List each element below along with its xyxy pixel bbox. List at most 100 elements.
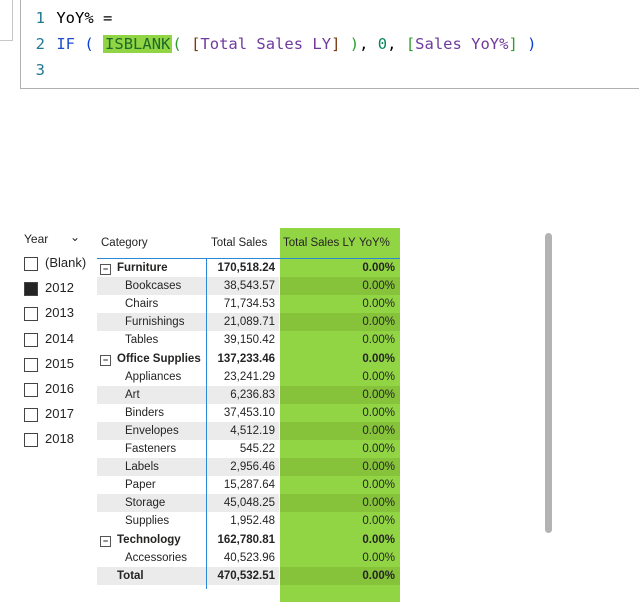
sales-ly-cell <box>280 421 400 440</box>
yoy-cell: 0.00% <box>362 533 395 546</box>
sales-ly-cell <box>280 277 400 296</box>
yoy-cell: 0.00% <box>362 262 395 274</box>
sales-ly-cell <box>280 530 400 549</box>
yoy-cell: 0.00% <box>362 515 395 528</box>
category-cell: Appliances <box>125 370 182 383</box>
checkbox[interactable] <box>24 257 38 271</box>
collapse-icon[interactable]: − <box>100 354 111 366</box>
total-sales-cell: 1,952.48 <box>230 515 275 528</box>
checkbox[interactable] <box>24 383 38 397</box>
table-row[interactable]: Accessories 40,523.96 0.00% <box>97 549 400 567</box>
checkbox[interactable] <box>24 282 38 297</box>
table-row[interactable]: Art 6,236.83 0.00% <box>97 385 400 404</box>
total-sales-cell: 38,543.57 <box>207 277 279 296</box>
total-sales-cell: 470,532.51 <box>207 566 279 585</box>
checkbox[interactable] <box>24 307 38 322</box>
slicer-item[interactable]: 2016 <box>24 380 114 400</box>
total-sales-cell: 4,512.19 <box>207 421 279 440</box>
if-keyword: IF <box>56 35 76 53</box>
table-row[interactable]: Envelopes 4,512.19 0.00% <box>97 421 400 440</box>
table-row[interactable]: Binders 37,453.10 0.00% <box>97 404 400 422</box>
total-sales-cell: 162,780.81 <box>207 530 279 549</box>
slicer-item-label: 2016 <box>45 381 74 396</box>
group-row[interactable]: − Furniture 170,518.24 0.00% <box>97 259 400 277</box>
slicer-item[interactable]: 2013 <box>24 304 114 324</box>
slicer-item[interactable]: (Blank) <box>24 254 114 274</box>
header-total-sales[interactable]: Total Sales <box>211 237 268 249</box>
measure-declaration: YoY% = <box>56 9 113 27</box>
code-line-3: 3 <box>21 58 47 82</box>
slicer-item-label: 2014 <box>45 330 74 346</box>
total-row[interactable]: Total 470,532.51 0.00% <box>97 566 400 585</box>
header-category[interactable]: Category <box>101 237 148 249</box>
collapse-icon[interactable]: − <box>100 535 111 547</box>
table-row[interactable]: Tables 39,150.42 0.00% <box>97 331 400 349</box>
checkbox[interactable] <box>24 332 38 347</box>
table-row[interactable]: Chairs 71,734.53 0.00% <box>97 295 400 313</box>
yoy-cell: 0.00% <box>362 352 395 365</box>
slicer-item[interactable]: 2017 <box>24 405 114 425</box>
total-sales-cell: 137,233.46 <box>207 349 279 368</box>
group-row[interactable]: − Technology 162,780.81 0.00% <box>97 530 400 549</box>
category-cell: Supplies <box>125 515 170 528</box>
sales-ly-cell <box>280 458 400 477</box>
scrollbar[interactable] <box>545 233 552 533</box>
category-cell: Envelopes <box>125 424 179 437</box>
table-row[interactable]: Paper 15,287.64 0.00% <box>97 476 400 494</box>
total-sales-cell: 545.22 <box>239 443 275 455</box>
sales-ly-cell <box>280 494 400 513</box>
group-row[interactable]: − Office Supplies 137,233.46 0.00% <box>97 349 400 368</box>
category-cell: Labels <box>125 461 159 474</box>
slicer-item-label: 2017 <box>45 406 74 422</box>
total-sales-cell: 40,523.96 <box>223 551 275 564</box>
dax-formula-editor[interactable]: 1 YoY% = 2 IF ( ISBLANK( [Total Sales LY… <box>20 0 639 89</box>
total-sales-cell: 45,048.25 <box>207 494 279 513</box>
code-line-2: 2 IF ( ISBLANK( [Total Sales LY] ), 0, [… <box>21 32 537 56</box>
comma: , <box>387 35 397 53</box>
category-cell: Paper <box>125 479 156 492</box>
yoy-cell: 0.00% <box>362 461 395 474</box>
number-literal: 0 <box>377 35 388 53</box>
header-yoy[interactable]: YoY% <box>359 237 390 249</box>
table-row[interactable]: Fasteners 545.22 0.00% <box>97 440 400 458</box>
yoy-cell: 0.00% <box>362 316 395 329</box>
table-row[interactable]: Furnishings 21,089.71 0.00% <box>97 313 400 332</box>
category-cell: Fasteners <box>125 443 177 455</box>
table-row[interactable]: Appliances 23,241.29 0.00% <box>97 368 400 386</box>
category-cell: Storage <box>125 497 166 510</box>
category-cell: Binders <box>125 406 164 419</box>
category-cell: Furnishings <box>125 316 185 329</box>
total-sales-cell: 23,241.29 <box>223 370 275 383</box>
table-row[interactable]: Supplies 1,952.48 0.00% <box>97 512 400 530</box>
total-sales-cell: 39,150.42 <box>223 334 275 347</box>
table-row[interactable]: Labels 2,956.46 0.00% <box>97 458 400 477</box>
sales-ly-cell <box>280 349 400 368</box>
sales-ly-cell <box>280 259 400 277</box>
slicer-item[interactable]: 2018 <box>24 430 114 450</box>
checkbox[interactable] <box>24 433 38 448</box>
yoy-cell: 0.00% <box>362 479 395 492</box>
category-cell: Chairs <box>125 298 159 311</box>
header-total-sales-ly[interactable]: Total Sales LY <box>283 237 356 249</box>
code-line-1: 1 YoY% = <box>21 6 113 30</box>
total-sales-cell: 37,453.10 <box>223 406 275 419</box>
bracket: ] <box>331 35 341 53</box>
checkbox[interactable] <box>24 408 38 423</box>
total-sales-cell: 15,287.64 <box>223 479 275 492</box>
slicer-item-label: (Blank) <box>45 255 87 270</box>
line-number: 1 <box>35 9 45 27</box>
collapse-icon[interactable]: − <box>100 264 111 275</box>
chevron-down-icon[interactable]: ⌄ <box>70 230 81 244</box>
slicer-item[interactable]: 2014 <box>24 330 114 350</box>
yoy-cell: 0.00% <box>362 298 395 311</box>
checkbox[interactable] <box>24 357 38 372</box>
slicer-item[interactable]: 2015 <box>24 355 114 375</box>
table-row[interactable]: Bookcases 38,543.57 0.00% <box>97 277 400 296</box>
measure-ref: Total Sales LY <box>200 35 332 53</box>
total-sales-cell: 2,956.46 <box>207 458 279 477</box>
table-row[interactable]: Storage 45,048.25 0.00% <box>97 494 400 513</box>
yoy-cell: 0.00% <box>362 424 395 437</box>
slicer-item-label: 2015 <box>45 355 74 371</box>
slicer-item[interactable]: 2012 <box>24 279 114 299</box>
column-divider <box>206 259 207 589</box>
